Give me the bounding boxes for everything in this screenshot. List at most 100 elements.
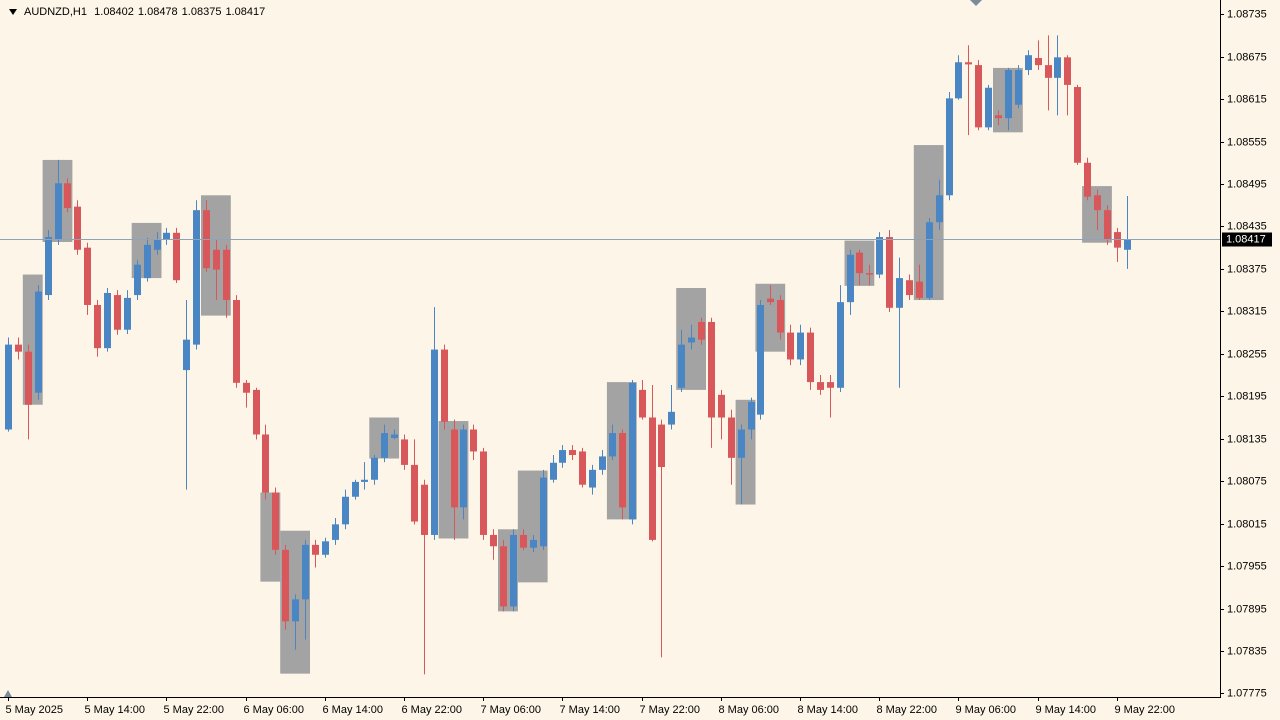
candle-body <box>401 439 408 465</box>
candle-body <box>441 349 448 422</box>
ohlc-high: 1.08478 <box>138 6 178 18</box>
candle-body <box>312 544 319 555</box>
candle-body <box>223 249 230 301</box>
candle-body <box>163 232 170 240</box>
candle-body <box>144 244 151 279</box>
x-tick-label: 6 May 14:00 <box>323 704 384 716</box>
candle-body <box>243 382 250 393</box>
candle-body <box>282 549 289 622</box>
candle-body <box>431 349 438 535</box>
x-tick-label: 9 May 06:00 <box>956 704 1017 716</box>
candle-body <box>213 249 220 270</box>
candle-body <box>5 344 12 430</box>
price-label: 1.08417 <box>1226 233 1266 245</box>
candle-body <box>738 429 745 458</box>
y-tick-label: 1.08435 <box>1227 220 1267 232</box>
ohlc-open: 1.08402 <box>94 6 134 18</box>
candle-body <box>520 534 527 548</box>
x-tick-label: 6 May 22:00 <box>402 704 463 716</box>
candle-body <box>540 477 547 547</box>
candle-body <box>936 195 943 223</box>
ohlc-close: 1.08417 <box>225 6 265 18</box>
candle-body <box>500 546 507 607</box>
candle-body <box>589 469 596 488</box>
shift-marker <box>970 0 982 6</box>
price-label-bg <box>1222 232 1272 247</box>
candle-body <box>609 433 616 457</box>
candle-body <box>629 382 636 520</box>
x-tick-label: 5 May 22:00 <box>164 704 225 716</box>
candle-body <box>579 451 586 485</box>
candle-body <box>985 87 992 128</box>
candle-body <box>342 496 349 525</box>
x-tick-label: 5 May 2025 <box>6 704 63 716</box>
candle-body <box>787 332 794 360</box>
candle-body <box>995 115 1002 119</box>
candle-body <box>797 332 804 360</box>
candle-body <box>975 65 982 128</box>
candle-body <box>25 351 32 405</box>
scroll-marker <box>4 690 12 697</box>
y-tick-label: 1.08075 <box>1227 475 1267 487</box>
x-tick-label: 9 May 14:00 <box>1036 704 1097 716</box>
candle-body <box>262 434 269 493</box>
y-tick-label: 1.07895 <box>1227 603 1267 615</box>
candle-body <box>688 337 695 343</box>
y-tick-label: 1.08135 <box>1227 433 1267 445</box>
candle-body <box>599 456 606 470</box>
axis-layer: 1.08735 1.08675 1.08615 1.08555 1.08495 1.084… <box>6 8 1267 716</box>
candle-body <box>668 411 675 425</box>
y-tick-label: 1.08195 <box>1227 390 1267 402</box>
candle-body <box>926 222 933 298</box>
candle-body <box>114 295 121 330</box>
candle-body <box>1045 65 1052 78</box>
candle-body <box>233 300 240 383</box>
candle-body <box>183 339 190 371</box>
candle-body <box>886 237 893 308</box>
candle-body <box>1104 210 1111 240</box>
candle-body <box>352 481 359 497</box>
candle-body <box>955 62 962 99</box>
x-tick-label: 7 May 22:00 <box>640 704 701 716</box>
header: AUDNZD,H1 1.08402 1.08478 1.08375 1.08417 <box>24 6 265 18</box>
candle-body <box>302 544 309 600</box>
candle-body <box>1094 195 1101 211</box>
y-tick-label: 1.08735 <box>1227 8 1267 20</box>
candle-body <box>173 232 180 281</box>
candle-body <box>272 492 279 550</box>
candle-body <box>728 417 735 458</box>
candle-body <box>896 278 903 308</box>
candle-body <box>1005 70 1012 119</box>
y-tick-label: 1.08555 <box>1227 136 1267 148</box>
candle-body <box>490 534 497 547</box>
candle-body <box>619 433 626 508</box>
candle-body <box>1015 70 1022 105</box>
candle-body <box>678 344 685 388</box>
candle-body <box>767 298 774 303</box>
y-tick-label: 1.08315 <box>1227 305 1267 317</box>
candle-body <box>371 457 378 480</box>
candle-body <box>1124 239 1131 250</box>
y-tick-label: 1.08015 <box>1227 518 1267 530</box>
y-tick-label: 1.08495 <box>1227 178 1267 190</box>
candle-body <box>381 433 388 458</box>
candle-body <box>530 539 537 548</box>
candle-body <box>64 183 71 209</box>
candle-body <box>965 62 972 65</box>
candle-body <box>104 292 111 349</box>
symbol: AUDNZD,H1 <box>24 6 87 18</box>
candle-body <box>718 394 725 418</box>
candle-body <box>777 300 784 333</box>
y-tick-label: 1.07775 <box>1227 687 1267 699</box>
candle-body <box>946 98 953 196</box>
candle-body <box>876 237 883 275</box>
candle-body <box>361 479 368 482</box>
candle-body <box>837 302 844 388</box>
x-tick-label: 8 May 14:00 <box>798 704 859 716</box>
candle-body <box>698 321 705 340</box>
candle-body <box>74 206 81 250</box>
x-tick-label: 8 May 06:00 <box>719 704 780 716</box>
menu-triangle <box>9 9 17 15</box>
